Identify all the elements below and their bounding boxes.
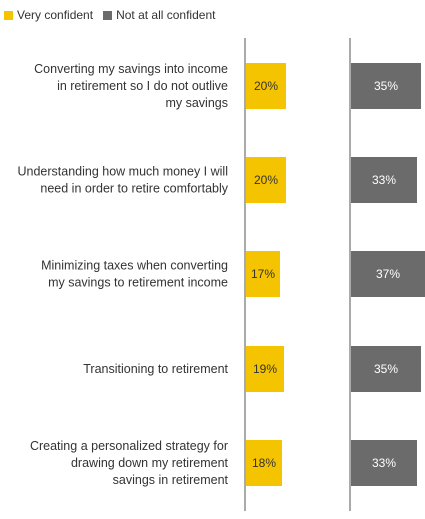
category-label: Creating a personalized strategy for: [30, 439, 228, 453]
data-label: 35%: [374, 79, 398, 93]
data-label: 20%: [254, 79, 278, 93]
category-label: my savings to retirement income: [48, 276, 228, 290]
bar-not-at-all-confident: [351, 157, 417, 203]
data-label: 33%: [372, 173, 396, 187]
category-label: Transitioning to retirement: [83, 362, 228, 376]
bar-very-confident: [246, 251, 280, 297]
legend-label-very-confident: Very confident: [17, 8, 94, 22]
category-label: in retirement so I do not outlive: [57, 79, 228, 93]
category-label: my savings: [165, 96, 228, 110]
bar-not-at-all-confident: [351, 63, 421, 109]
bar-very-confident: [246, 63, 286, 109]
data-label: 19%: [253, 362, 277, 376]
data-label: 20%: [254, 173, 278, 187]
data-label: 17%: [251, 267, 275, 281]
legend-swatch-not-at-all-confident: [103, 10, 113, 20]
bar-very-confident: [246, 440, 282, 486]
legend-item-not-at-all-confident: Not at all confident: [103, 8, 215, 22]
chart-legend: Very confident Not at all confident: [4, 7, 225, 23]
legend-label-not-at-all-confident: Not at all confident: [116, 8, 216, 22]
category-label: need in order to retire comfortably: [40, 182, 228, 196]
data-label: 37%: [376, 267, 400, 281]
legend-item-very-confident: Very confident: [4, 8, 93, 22]
category-label: drawing down my retirement: [71, 456, 229, 470]
data-label: 35%: [374, 362, 398, 376]
bar-very-confident: [246, 157, 286, 203]
bar-not-at-all-confident: [351, 346, 421, 392]
bar-not-at-all-confident: [351, 251, 425, 297]
category-label: Minimizing taxes when converting: [41, 259, 228, 273]
category-label: Understanding how much money I will: [17, 165, 228, 179]
bar-very-confident: [246, 346, 284, 392]
bar-not-at-all-confident: [351, 440, 417, 486]
legend-swatch-very-confident: [4, 10, 13, 20]
category-label: Converting my savings into income: [34, 62, 228, 76]
category-label: savings in retirement: [113, 473, 229, 487]
data-label: 18%: [252, 456, 276, 470]
data-label: 33%: [372, 456, 396, 470]
